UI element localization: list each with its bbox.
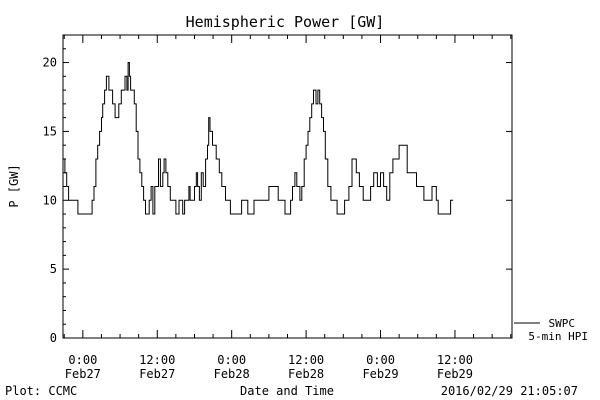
footer-plot-credit: Plot: CCMC	[5, 384, 77, 398]
x-tick-time: 0:00	[68, 353, 97, 367]
legend-entry-swpc: SWPC	[549, 317, 576, 330]
series-layer	[63, 62, 454, 215]
y-tick-label: 15	[43, 124, 57, 138]
x-tick-date: Feb28	[214, 367, 250, 381]
x-tick-date: Feb28	[288, 367, 324, 381]
y-tick-label: 5	[50, 262, 57, 276]
x-tick-date: Feb27	[139, 367, 175, 381]
y-axis-label: P [GW]	[7, 164, 21, 207]
y-tick-label: 20	[43, 56, 57, 70]
x-tick-date: Feb29	[437, 367, 473, 381]
series-line-swpc	[63, 62, 454, 215]
x-tick-date: Feb27	[65, 367, 101, 381]
chart-title: Hemispheric Power [GW]	[186, 13, 385, 31]
x-tick-time: 12:00	[139, 353, 175, 367]
y-axis: 0 5 10 15 20	[43, 34, 512, 345]
x-axis-label: Date and Time	[240, 384, 334, 398]
legend-entry-hpi: 5-min HPI	[528, 330, 588, 343]
x-tick-date: Feb29	[362, 367, 398, 381]
x-tick-time: 0:00	[217, 353, 246, 367]
y-tick-label: 10	[43, 193, 57, 207]
x-tick-time: 0:00	[366, 353, 395, 367]
x-axis: 0:00Feb2712:00Feb270:00Feb2812:00Feb280:…	[63, 35, 512, 381]
footer-timestamp: 2016/02/29 21:05:07	[441, 384, 578, 398]
y-tick-label: 0	[50, 331, 57, 345]
x-tick-time: 12:00	[437, 353, 473, 367]
x-tick-time: 12:00	[288, 353, 324, 367]
